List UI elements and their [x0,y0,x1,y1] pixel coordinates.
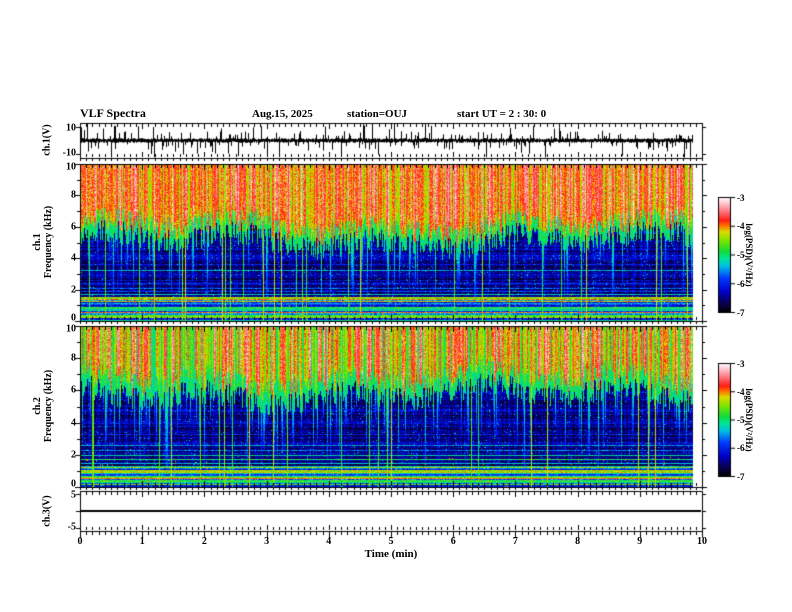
ch1-freq-tick-label-2: 2 [71,284,76,296]
colorbar-tick-label--5: -5 [737,415,745,425]
ch1-freq-tick-label-0: 0 [71,312,76,324]
ch1-frequency-axis-label: ch.1 Frequency (kHz) [32,206,54,278]
x-tick-label-3: 3 [264,536,270,547]
ch1-volt-tick-label-10: 10 [66,122,76,134]
x-tick-label-9: 9 [637,536,643,547]
colorbar-tick-label--3: -3 [737,358,745,369]
x-tick-label-4: 4 [326,536,332,547]
ch1-freq-tick-label-8: 8 [71,189,76,201]
colorbar1-label: log(PSD)(V²/Hz) [744,223,754,287]
colorbar-tick-label--6: -6 [737,443,745,454]
ch2-freq-tick-label-0: 0 [71,478,76,490]
time-axis-title: Time (min) [364,548,418,560]
ch1-frequency-axis-label-line2: Frequency (kHz) [43,205,54,279]
ch3-voltage-axis-label: ch.3(V) [41,495,53,527]
ch2-frequency-axis-label: ch.2 Frequency (kHz) [32,370,54,442]
ch1-frequency-axis-label-line1: ch.1 [32,233,43,251]
ch2-freq-tick-label-8: 8 [71,352,76,364]
colorbar-tick-label--6: -6 [737,278,745,289]
x-tick-label-10: 10 [697,536,707,547]
ch2-freq-tick-label-6: 6 [71,384,76,396]
colorbar-tick-label--4: -4 [737,386,745,397]
ch1-freq-tick-label-6: 6 [71,221,76,233]
page-title: VLF Spectra [80,106,146,120]
x-tick-label-7: 7 [512,536,518,547]
start-ut-label: start UT = 2 : 30: 0 [457,108,547,120]
x-tick-label-5: 5 [388,536,394,547]
ch2-freq-tick-label-2: 2 [71,449,76,461]
ch1-volt-tick-label--10: -10 [62,147,76,159]
ch2-frequency-axis-label-line1: ch.2 [32,397,43,415]
colorbar-tick-label--7: -7 [737,471,745,482]
x-tick-label-1: 1 [139,536,145,547]
ch1-freq-tick-label-4: 4 [71,252,76,264]
colorbar2-label: log(PSD)(V²/Hz) [744,388,754,452]
x-tick-label-2: 2 [201,536,207,547]
x-tick-label-6: 6 [450,536,456,547]
ch3-volt-tick-label--5: -5 [67,521,76,533]
ch2-frequency-axis-label-line2: Frequency (kHz) [43,369,54,443]
ch2-freq-tick-label-4: 4 [71,417,76,429]
x-tick-label-8: 8 [575,536,581,547]
colorbar-tick-label--5: -5 [737,250,745,260]
ch3-volt-tick-label-5: 5 [71,489,76,501]
x-tick-label-0: 0 [77,536,83,547]
colorbar-tick-label--7: -7 [737,307,745,318]
colorbar-tick-label--3: -3 [737,192,745,203]
date-label: Aug.15, 2025 [252,108,313,120]
station-label: station=OUJ [347,108,408,120]
ch1-voltage-axis-label: ch.1(V) [41,124,53,156]
ch2-freq-tick-label-10: 10 [66,323,76,335]
ch1-freq-tick-label-10: 10 [66,161,76,173]
colorbar-tick-label--4: -4 [737,221,745,232]
